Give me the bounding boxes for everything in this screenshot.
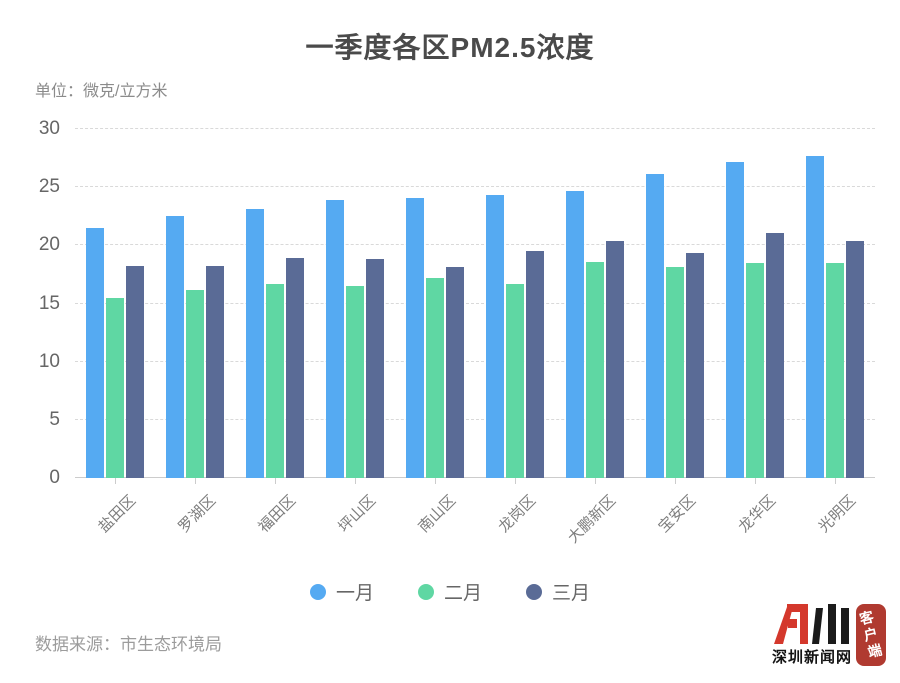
bar-group-龙华区 (715, 129, 795, 478)
y-axis-label: 10 (38, 350, 60, 372)
bar-一月 (646, 174, 664, 478)
bar-一月 (166, 216, 184, 478)
client-badge: 客户端 (856, 604, 887, 666)
bar-group-福田区 (235, 129, 315, 478)
bar-二月 (826, 262, 844, 478)
y-axis-label: 25 (38, 176, 60, 198)
x-axis-tick (515, 478, 516, 484)
legend-item-january[interactable]: 一月 (309, 578, 374, 605)
x-axis-label: 坪山区 (335, 492, 380, 536)
bar-三月 (366, 259, 384, 478)
legend: 一月 二月 三月 (0, 578, 900, 605)
bar-一月 (566, 190, 584, 478)
x-axis-label: 南山区 (415, 492, 460, 536)
bar-一月 (86, 227, 104, 478)
bar-group-光明区 (795, 129, 875, 478)
february-dot-icon (417, 583, 434, 600)
legend-item-march[interactable]: 三月 (526, 578, 590, 605)
x-axis-label: 龙岗区 (495, 492, 540, 536)
bar-二月 (266, 283, 284, 478)
y-axis-label: 30 (38, 118, 60, 139)
bar-二月 (746, 262, 764, 478)
bar-group-宝安区 (635, 129, 715, 478)
bar-二月 (106, 297, 124, 478)
legend-label: 一月 (335, 583, 374, 604)
bar-二月 (346, 286, 364, 478)
x-axis-tick (275, 478, 276, 484)
bar-二月 (426, 277, 444, 478)
x-axis-label: 大鹏新区 (564, 492, 620, 547)
x-axis-label: 光明区 (815, 492, 860, 536)
bar-一月 (486, 195, 504, 478)
data-source-label: 数据来源：市生态环境局 (35, 635, 222, 654)
bar-三月 (686, 253, 704, 478)
x-axis-label: 福田区 (255, 492, 300, 536)
gridline (75, 477, 875, 478)
bar-三月 (446, 267, 464, 478)
bar-group-盐田区 (75, 129, 155, 478)
x-axis-label: 盐田区 (95, 492, 140, 536)
site-name: 深圳新闻网 (772, 649, 853, 666)
bar-三月 (766, 232, 784, 478)
y-axis-label: 0 (49, 467, 60, 488)
sznews-brand-icon (774, 604, 849, 644)
bar-一月 (806, 155, 824, 478)
gridline (75, 244, 875, 246)
gridline (75, 302, 875, 304)
y-axis-label: 20 (38, 234, 60, 256)
x-axis-tick (355, 478, 356, 484)
plot-area: 盐田区 罗湖区 福田区 坪山区 南山区 龙岗区 大鹏新区 宝安区 龙华区 光明区 (75, 128, 875, 547)
bar-三月 (606, 240, 624, 478)
bar-group-南山区 (395, 129, 475, 478)
bar-三月 (526, 251, 544, 478)
bar-三月 (286, 258, 304, 478)
logo-left-column: 深圳新闻网 (772, 602, 852, 667)
x-axis-tick (675, 478, 676, 484)
march-dot-icon (526, 583, 542, 600)
bar-group-坪山区 (315, 129, 395, 478)
x-axis-label: 宝安区 (655, 492, 700, 536)
gridline (75, 186, 875, 188)
bar-一月 (406, 197, 424, 478)
legend-item-february[interactable]: 二月 (417, 578, 482, 605)
y-axis-label: 5 (49, 408, 60, 430)
chart-title: 一季度各区PM2.5浓度 (305, 32, 595, 63)
bar-三月 (846, 240, 864, 478)
bar-group-龙岗区 (475, 129, 555, 478)
legend-label: 二月 (443, 583, 482, 604)
x-axis-tick (435, 478, 436, 484)
x-axis-tick (195, 478, 196, 484)
x-axis-tick (115, 478, 116, 484)
bar-二月 (186, 289, 204, 478)
bar-三月 (206, 266, 224, 478)
bar-二月 (666, 267, 684, 478)
bar-三月 (126, 266, 144, 478)
x-axis-tick (595, 478, 596, 484)
x-axis-tick (755, 478, 756, 484)
legend-label: 三月 (552, 583, 591, 604)
x-axis-label: 罗湖区 (175, 492, 220, 536)
bar-二月 (586, 261, 604, 478)
bar-二月 (506, 283, 524, 478)
x-axis-label: 龙华区 (735, 492, 780, 536)
bar-一月 (246, 209, 264, 478)
client-badge-label: 客户端 (857, 608, 885, 662)
bar-一月 (726, 161, 744, 478)
unit-label: 单位：微克/立方米 (35, 83, 168, 100)
x-axis-tick (835, 478, 836, 484)
gridline (75, 128, 875, 129)
gridline (75, 418, 875, 420)
bar-group-罗湖区 (155, 129, 235, 478)
gridline (75, 360, 875, 362)
y-axis-label: 15 (38, 292, 60, 314)
january-dot-icon (309, 583, 326, 600)
bar-group-大鹏新区 (555, 129, 635, 478)
sznews-logo: 深圳新闻网 客户端 (772, 602, 892, 676)
bar-一月 (326, 199, 344, 478)
